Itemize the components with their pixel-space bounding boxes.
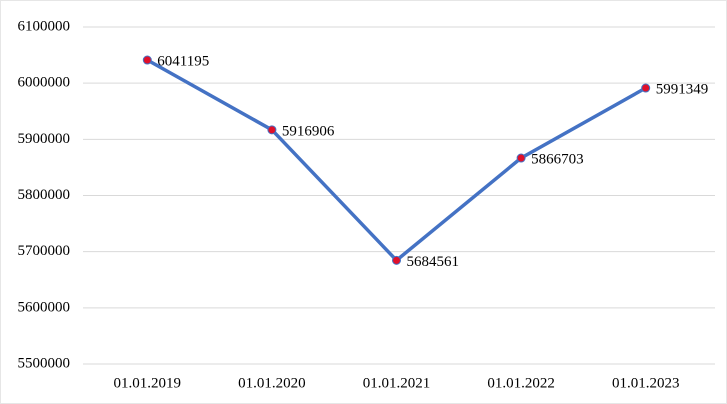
data-label: 5866703 xyxy=(531,151,584,167)
y-tick-label: 5500000 xyxy=(18,355,71,371)
y-tick-label: 5900000 xyxy=(18,131,71,147)
marker xyxy=(392,255,401,265)
marker xyxy=(267,125,277,135)
x-tick-label: 01.01.2020 xyxy=(238,375,306,391)
y-tick-label: 5700000 xyxy=(18,243,71,259)
x-tick-label: 01.01.2019 xyxy=(114,375,182,391)
y-tick-label: 6000000 xyxy=(18,75,71,91)
data-label: 5684561 xyxy=(407,254,460,270)
marker xyxy=(142,55,152,65)
data-label: 5991349 xyxy=(656,81,709,97)
marker xyxy=(516,153,526,163)
y-tick-label: 5800000 xyxy=(18,187,71,203)
marker xyxy=(641,83,651,93)
y-tick-label: 5600000 xyxy=(18,299,71,315)
y-tick-label: 6100000 xyxy=(18,18,71,34)
x-tick-label: 01.01.2023 xyxy=(612,375,680,391)
data-label: 6041195 xyxy=(157,53,209,69)
x-tick-label: 01.01.2021 xyxy=(363,375,431,391)
x-tick-label: 01.01.2022 xyxy=(487,375,555,391)
data-label: 5916906 xyxy=(282,123,335,139)
